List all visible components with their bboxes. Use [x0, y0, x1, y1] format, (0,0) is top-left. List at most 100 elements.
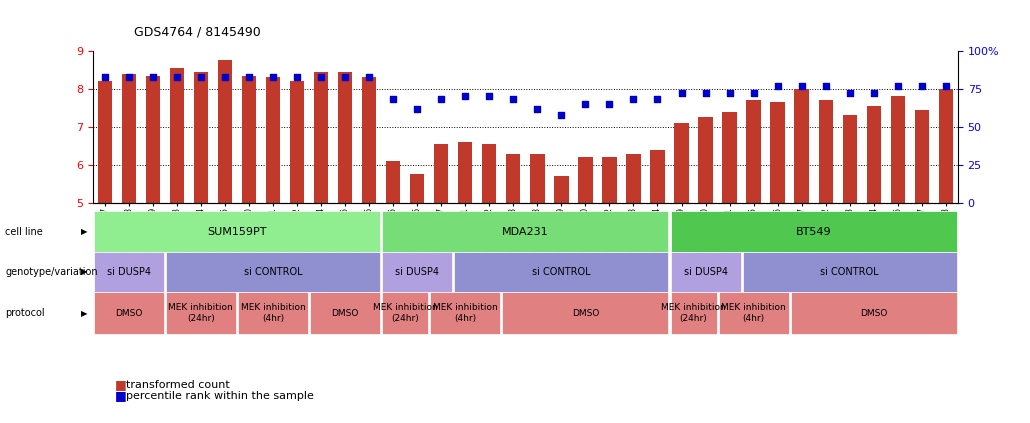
Bar [891, 96, 905, 203]
Point [721, 90, 737, 97]
Bar [770, 102, 785, 203]
Point [674, 90, 690, 97]
Text: MEK inhibition
(24hr): MEK inhibition (24hr) [169, 303, 233, 323]
Point [553, 111, 570, 118]
Point [409, 105, 425, 112]
Point [697, 90, 714, 97]
Bar [98, 81, 112, 203]
Point [169, 73, 185, 80]
Point [602, 101, 618, 107]
Text: MEK inhibition
(4hr): MEK inhibition (4hr) [241, 303, 305, 323]
Point [649, 96, 665, 103]
Text: MEK inhibition
(24hr): MEK inhibition (24hr) [373, 303, 438, 323]
Text: BT549: BT549 [796, 227, 831, 236]
Text: MEK inhibition
(24hr): MEK inhibition (24hr) [661, 303, 726, 323]
Bar [194, 72, 208, 203]
Point [97, 73, 113, 80]
Bar [843, 115, 857, 203]
Point [769, 82, 786, 89]
Bar [530, 154, 545, 203]
Bar [554, 176, 569, 203]
Bar [794, 89, 809, 203]
Bar [122, 74, 136, 203]
Text: DMSO: DMSO [572, 308, 599, 318]
Bar [626, 154, 641, 203]
Point [313, 73, 330, 80]
Point [818, 82, 834, 89]
Bar [242, 76, 256, 203]
Point [216, 73, 233, 80]
Point [865, 90, 882, 97]
Point [481, 93, 497, 100]
Bar [434, 144, 448, 203]
Point [746, 90, 762, 97]
Point [265, 73, 281, 80]
Text: cell line: cell line [5, 227, 43, 236]
Point [385, 96, 402, 103]
Text: ▶: ▶ [81, 308, 88, 318]
Text: percentile rank within the sample: percentile rank within the sample [126, 390, 313, 401]
Text: MEK inhibition
(4hr): MEK inhibition (4hr) [721, 303, 786, 323]
Text: si DUSP4: si DUSP4 [396, 267, 439, 277]
Text: ▶: ▶ [81, 267, 88, 276]
Bar [386, 161, 401, 203]
Text: MEK inhibition
(4hr): MEK inhibition (4hr) [433, 303, 497, 323]
Text: si DUSP4: si DUSP4 [684, 267, 727, 277]
Point [193, 73, 209, 80]
Bar [675, 123, 689, 203]
Point [937, 82, 954, 89]
Bar [482, 144, 496, 203]
Bar [698, 117, 713, 203]
Bar [145, 76, 160, 203]
Point [890, 82, 906, 89]
Bar [915, 110, 929, 203]
Point [577, 101, 593, 107]
Bar [170, 68, 184, 203]
Text: DMSO: DMSO [860, 308, 888, 318]
Text: ■: ■ [115, 389, 127, 402]
Point [360, 73, 377, 80]
Bar [866, 106, 881, 203]
Bar [314, 72, 329, 203]
Point [914, 82, 930, 89]
Bar [650, 150, 664, 203]
Point [337, 73, 353, 80]
Point [625, 96, 642, 103]
Bar [458, 142, 473, 203]
Text: si CONTROL: si CONTROL [244, 267, 302, 277]
Point [529, 105, 546, 112]
Bar [289, 81, 304, 203]
Bar [217, 60, 232, 203]
Point [433, 96, 449, 103]
Point [288, 73, 305, 80]
Bar [362, 77, 376, 203]
Bar [338, 72, 352, 203]
Text: si DUSP4: si DUSP4 [107, 267, 150, 277]
Text: transformed count: transformed count [126, 380, 230, 390]
Text: DMSO: DMSO [115, 308, 142, 318]
Bar [603, 157, 617, 203]
Text: DMSO: DMSO [332, 308, 358, 318]
Point [241, 73, 258, 80]
Bar [938, 89, 953, 203]
Text: GDS4764 / 8145490: GDS4764 / 8145490 [134, 25, 261, 38]
Text: si CONTROL: si CONTROL [821, 267, 879, 277]
Bar [506, 154, 520, 203]
Bar [819, 100, 833, 203]
Text: SUM159PT: SUM159PT [207, 227, 267, 236]
Text: protocol: protocol [5, 308, 44, 318]
Text: genotype/variation: genotype/variation [5, 267, 98, 277]
Text: si CONTROL: si CONTROL [533, 267, 590, 277]
Point [842, 90, 858, 97]
Point [144, 73, 161, 80]
Bar [410, 174, 424, 203]
Bar [578, 157, 592, 203]
Bar [266, 77, 280, 203]
Point [793, 82, 810, 89]
Bar [722, 112, 736, 203]
Bar [747, 100, 761, 203]
Point [121, 73, 137, 80]
Text: ▶: ▶ [81, 227, 88, 236]
Text: ■: ■ [115, 379, 127, 391]
Point [457, 93, 474, 100]
